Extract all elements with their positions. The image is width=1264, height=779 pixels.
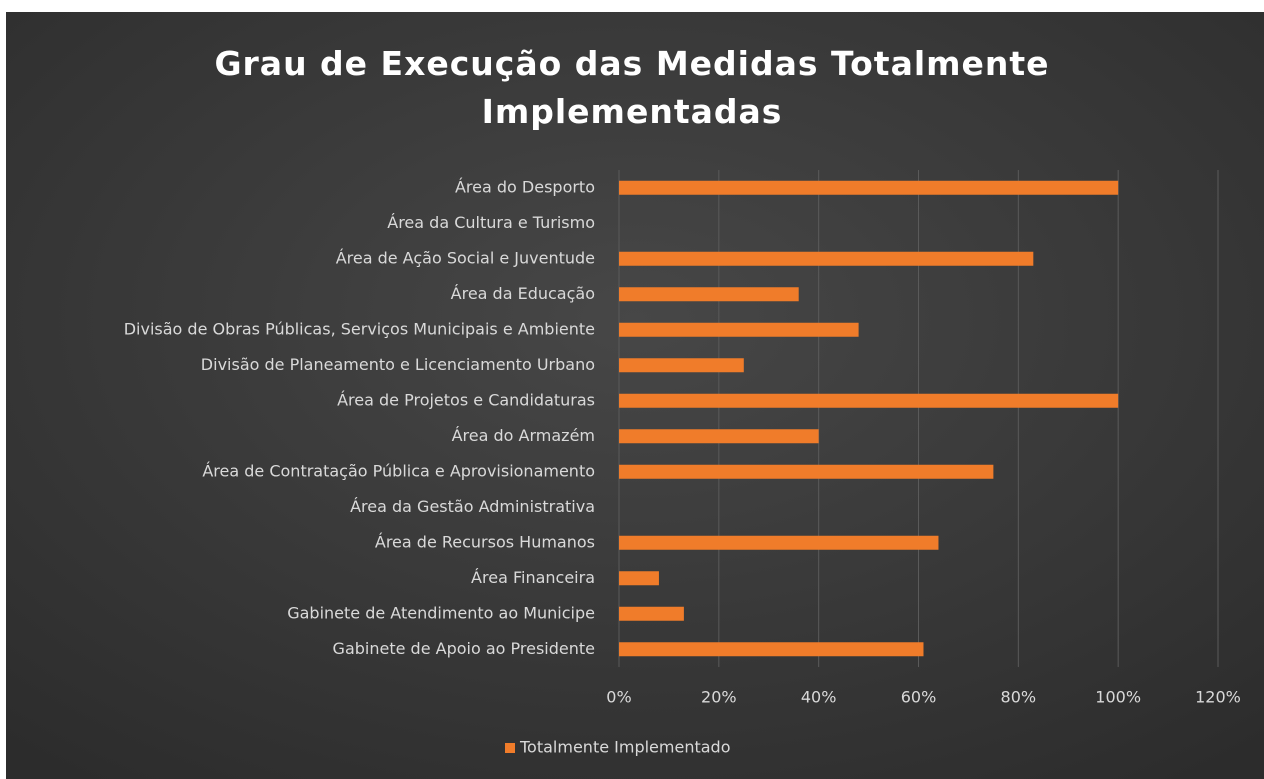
bar: [619, 464, 994, 479]
x-tick-label: 0%: [606, 688, 631, 707]
bar: [619, 429, 819, 444]
x-tick-label: 100%: [1095, 688, 1141, 707]
y-tick-label: Área do Desporto: [455, 177, 595, 196]
bar: [619, 606, 684, 621]
bar: [619, 535, 939, 550]
y-tick-label: Área Financeira: [471, 568, 595, 587]
x-tick-label: 120%: [1195, 688, 1241, 707]
y-tick-label: Área da Educação: [451, 284, 595, 303]
y-tick-label: Área de Projetos e Candidaturas: [337, 390, 595, 409]
bar: [619, 322, 859, 337]
y-tick-label: Divisão de Planeamento e Licenciamento U…: [201, 355, 595, 374]
bar: [619, 251, 1034, 266]
x-tick-label: 20%: [701, 688, 737, 707]
y-tick-label: Área do Armazém: [452, 426, 595, 445]
x-tick-label: 60%: [901, 688, 937, 707]
bar: [619, 180, 1119, 195]
y-tick-label: Área da Cultura e Turismo: [387, 213, 595, 232]
bar: [619, 393, 1119, 408]
legend-swatch: [505, 743, 515, 753]
y-tick-label: Divisão de Obras Públicas, Serviços Muni…: [124, 319, 595, 338]
y-tick-label: Gabinete de Apoio ao Presidente: [333, 639, 595, 658]
bar: [619, 287, 799, 302]
bar: [619, 358, 744, 373]
y-tick-label: Gabinete de Atendimento ao Municipe: [287, 603, 595, 622]
y-tick-label: Área de Contratação Pública e Aprovision…: [202, 461, 595, 480]
y-tick-label: Área de Recursos Humanos: [375, 532, 595, 551]
chart-title: Grau de Execução das Medidas Totalmente …: [214, 44, 1050, 131]
x-tick-label: 40%: [801, 688, 837, 707]
bar: [619, 571, 659, 586]
legend-label: Totalmente Implementado: [519, 738, 730, 757]
x-tick-label: 80%: [1001, 688, 1037, 707]
bar: [619, 642, 924, 657]
y-tick-label: Área da Gestão Administrativa: [350, 497, 595, 516]
y-tick-label: Área de Ação Social e Juventude: [336, 248, 595, 267]
